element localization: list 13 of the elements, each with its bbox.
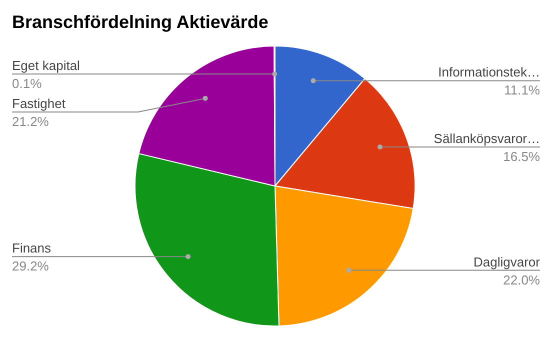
slice-label: Finans: [12, 240, 52, 256]
data-label: 11.1%: [504, 82, 540, 98]
chart-title: Branschfördelning Aktievärde: [12, 12, 268, 32]
slice-label: Eget kapital: [12, 58, 80, 73]
slice-label: Dagligvaror: [474, 254, 541, 270]
slice-label: Sällanköpsvaror…: [434, 130, 540, 146]
data-label: 22.0%: [503, 272, 540, 288]
slice-label: Informationstek…: [438, 64, 540, 80]
data-label: 21.2%: [12, 114, 50, 129]
data-label: 0.1%: [12, 76, 42, 91]
slice-label: Fastighet: [12, 96, 66, 111]
data-label: 16.5%: [503, 148, 540, 164]
data-label: 29.2%: [12, 258, 50, 274]
